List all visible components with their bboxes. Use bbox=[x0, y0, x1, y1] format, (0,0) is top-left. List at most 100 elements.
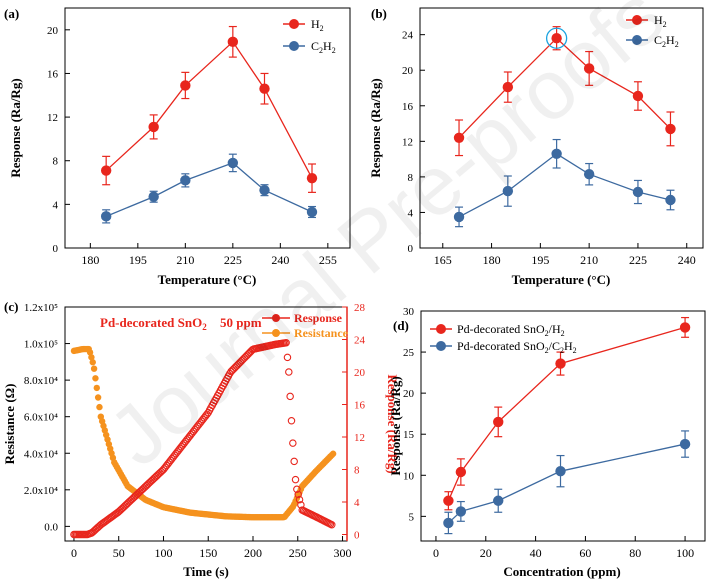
legend-marker-c2h2 bbox=[289, 41, 299, 51]
data-point bbox=[502, 81, 514, 93]
legend-marker-resistance bbox=[272, 329, 280, 337]
resistance-point bbox=[92, 375, 99, 382]
resistance-point bbox=[96, 403, 103, 411]
y-tick-label: 4 bbox=[408, 207, 414, 219]
y-tick-label: 1.0x10⁵ bbox=[24, 339, 58, 351]
x-tick-label: 225 bbox=[629, 253, 647, 267]
x-tick-label: 250 bbox=[289, 546, 307, 560]
x-tick-label: 20 bbox=[480, 546, 492, 560]
y-tick-label: 5 bbox=[409, 511, 415, 523]
legend-label-c2h2: C2H2 bbox=[311, 39, 336, 55]
y-tick-label: 0 bbox=[408, 243, 414, 255]
data-point bbox=[227, 36, 239, 48]
x-tick-label: 195 bbox=[531, 253, 549, 267]
panel-c-x-label: Time (s) bbox=[183, 564, 229, 579]
data-point bbox=[493, 495, 504, 506]
legend-marker-h2 bbox=[436, 324, 446, 334]
legend-label-h2: Pd-decorated SnO2/H2 bbox=[457, 322, 565, 338]
data-point bbox=[259, 184, 270, 196]
response-point bbox=[294, 490, 302, 499]
data-point bbox=[502, 185, 514, 197]
panel-a: (a) 180 195 210 225 240 255 0 4 8 12 16 20 Tempera… bbox=[4, 6, 351, 287]
x-tick-label: 80 bbox=[629, 546, 641, 560]
panel-d-series bbox=[443, 316, 691, 535]
x-tick-label: 0 bbox=[433, 546, 439, 560]
legend-label-h2: H2 bbox=[654, 13, 667, 29]
x-tick-label: 210 bbox=[176, 253, 194, 267]
series-line-0 bbox=[105, 40, 313, 179]
y2-tick-label: 16 bbox=[354, 400, 366, 412]
resistance-point bbox=[88, 354, 95, 361]
x-tick-label: 165 bbox=[434, 253, 452, 267]
response-point bbox=[282, 338, 290, 347]
x-tick-label: 50 bbox=[113, 546, 125, 560]
y-tick-label: 2.0x10⁴ bbox=[24, 485, 58, 497]
response-point bbox=[286, 392, 294, 401]
y-tick-label: 0.0 bbox=[44, 521, 58, 533]
legend-marker-c2h2 bbox=[436, 341, 446, 351]
x-tick-label: 60 bbox=[579, 546, 591, 560]
y-tick-label: 24 bbox=[402, 30, 414, 42]
data-point bbox=[555, 465, 566, 477]
y-tick-label: 16 bbox=[402, 101, 414, 113]
panel-d-frame bbox=[420, 310, 706, 542]
panel-c: (c) 0 50 100 150 200 250 300 0.02.0x10⁴4.0x10⁴… bbox=[2, 299, 400, 579]
panel-b: (b) 165 180 195 210 225 240 0 4 8 12 16 20 24 Tempe… bbox=[368, 6, 704, 287]
panel-a-legend: H2 C2H2 bbox=[283, 17, 336, 55]
response-point bbox=[290, 457, 298, 466]
y-tick-label: 25 bbox=[403, 347, 415, 359]
y-tick-label: 6.0x10⁴ bbox=[24, 412, 58, 424]
y-tick-label: 15 bbox=[403, 429, 415, 441]
legend-label-h2: H2 bbox=[311, 17, 324, 33]
data-point bbox=[443, 517, 454, 529]
x-tick-label: 180 bbox=[81, 253, 99, 267]
y-tick-label: 20 bbox=[47, 25, 59, 37]
data-point bbox=[100, 211, 112, 222]
data-point bbox=[665, 194, 676, 206]
data-point bbox=[306, 172, 318, 184]
panel-d: (d) 0 20 40 60 80 100 5 10 15 20 25 30 Concentrati… bbox=[388, 306, 706, 579]
legend-label-resistance: Resistance bbox=[294, 326, 349, 340]
data-point bbox=[148, 191, 159, 202]
y2-tick-label: 28 bbox=[354, 302, 366, 314]
panel-c-legend: Response Resistance bbox=[262, 311, 349, 340]
panel-b-y-label: Response (Ra/Rg) bbox=[368, 78, 383, 177]
x-tick-label: 200 bbox=[244, 546, 262, 560]
y-tick-label: 12 bbox=[47, 112, 58, 124]
panel-b-y-ticks: 0 4 8 12 16 20 24 bbox=[402, 30, 425, 255]
resistance-point bbox=[86, 349, 94, 356]
resistance-point bbox=[89, 359, 96, 366]
response-point bbox=[291, 475, 300, 484]
x-tick-label: 255 bbox=[319, 253, 337, 267]
legend-label-c2h2: C2H2 bbox=[654, 33, 679, 49]
data-point bbox=[583, 169, 595, 180]
panel-b-legend: H2 C2H2 bbox=[626, 13, 679, 49]
panel-d-x-label: Concentration (ppm) bbox=[503, 564, 620, 579]
x-tick-label: 40 bbox=[530, 546, 542, 560]
x-tick-label: 225 bbox=[224, 253, 242, 267]
y2-tick-label: 24 bbox=[354, 335, 366, 347]
panel-a-y-label: Response (Ra/Rg) bbox=[8, 78, 23, 177]
legend-label-c2h2: Pd-decorated SnO2/C2H2 bbox=[457, 339, 577, 355]
panel-c-annotation: Pd-decorated SnO2 bbox=[100, 315, 207, 332]
data-point bbox=[679, 322, 691, 333]
data-point bbox=[679, 438, 691, 450]
x-tick-label: 240 bbox=[271, 253, 289, 267]
y-tick-label: 4.0x10⁴ bbox=[24, 448, 58, 460]
data-point bbox=[555, 358, 566, 369]
legend-marker-h2 bbox=[632, 15, 642, 25]
panel-c-annotation-ppm: 50 ppm bbox=[220, 315, 262, 330]
y2-tick-label: 20 bbox=[354, 367, 366, 379]
panel-a-x-ticks: 180 195 210 225 240 255 bbox=[81, 243, 337, 267]
y-tick-label: 8.0x10⁴ bbox=[24, 375, 58, 387]
y-tick-label: 1.2x10⁵ bbox=[24, 302, 58, 314]
y-tick-label: 8 bbox=[408, 172, 414, 184]
data-point bbox=[665, 123, 676, 135]
response-point bbox=[295, 495, 304, 504]
y-tick-label: 10 bbox=[403, 470, 415, 482]
x-tick-label: 195 bbox=[129, 253, 147, 267]
y-tick-label: 4 bbox=[53, 199, 59, 211]
data-point bbox=[453, 132, 465, 143]
response-point bbox=[297, 501, 305, 509]
resistance-point bbox=[94, 394, 102, 401]
